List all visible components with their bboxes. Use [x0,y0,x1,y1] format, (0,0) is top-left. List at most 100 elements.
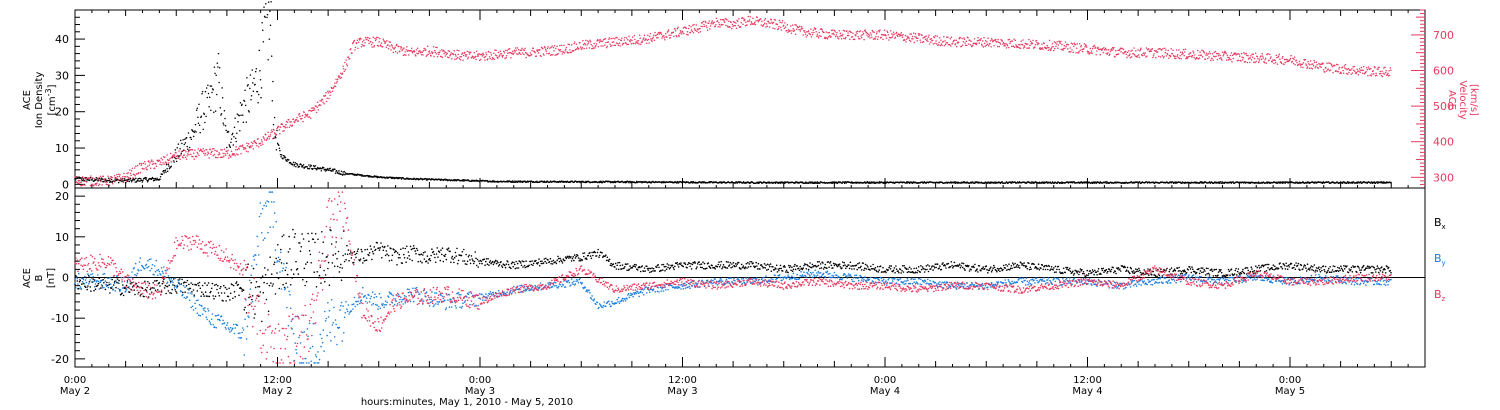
velocity-point [387,44,389,46]
velocity-point [304,113,307,115]
velocity-point [1238,55,1241,57]
velocity-tick-label: 400 [1433,136,1454,149]
velocity-point [1178,57,1181,60]
velocity-point [1367,74,1369,77]
velocity-point [699,27,701,30]
density-point [228,144,230,146]
velocity-point [1119,48,1121,51]
velocity-point [1004,45,1006,47]
bx-point [81,283,83,286]
velocity-point [1208,50,1211,53]
velocity-point [144,163,147,165]
bx-point [291,277,294,279]
velocity-point [935,40,937,42]
bx-point [284,269,287,272]
velocity-point [441,56,444,59]
velocity-point [221,156,224,158]
velocity-point [919,39,921,41]
bx-point [274,293,277,295]
density-point [511,180,514,182]
velocity-point [1171,52,1174,55]
velocity-point [784,22,786,24]
velocity-point [1047,49,1050,51]
velocity-point [729,26,731,28]
velocity-point [321,98,324,101]
velocity-point [660,33,663,35]
density-point [139,177,142,180]
bx-point [372,252,375,255]
density-point [288,159,290,161]
velocity-point [495,49,497,52]
velocity-point [1159,56,1162,58]
velocity-point [171,157,173,159]
bx-point [373,246,376,248]
velocity-point [296,116,298,119]
density-point [584,181,587,184]
velocity-point [672,31,675,33]
velocity-point [1181,51,1184,54]
bx-point [231,283,233,286]
density-point [337,172,340,175]
velocity-point [648,42,650,44]
velocity-point [81,176,84,178]
velocity-point [559,49,562,51]
velocity-point [650,38,652,40]
density-point [194,130,196,132]
velocity-point [787,31,789,34]
velocity-point [515,49,517,52]
density-point [337,171,339,173]
bx-point [175,290,177,293]
velocity-point [263,138,266,141]
velocity-point [302,120,304,123]
velocity-point [138,171,140,174]
velocity-point [731,27,733,30]
velocity-point [950,36,953,38]
velocity-point [803,29,806,32]
velocity-point [244,147,247,150]
velocity-point [1246,61,1249,64]
density-label-line2: Ion Density [34,72,45,129]
velocity-point [622,42,625,45]
density-point [177,143,180,145]
velocity-point [344,61,346,64]
velocity-point [545,50,548,52]
velocity-point [850,31,852,34]
velocity-point [811,31,813,34]
velocity-point [477,55,480,57]
bx-point [267,269,269,271]
velocity-point [155,165,158,167]
velocity-point [1289,59,1291,61]
velocity-point [1316,63,1318,66]
velocity-point [1022,47,1025,49]
velocity-point [760,24,763,26]
velocity-point [1282,55,1284,58]
velocity-point [1137,49,1139,51]
bx-point [146,286,148,289]
bx-point [78,280,81,283]
velocity-point [455,58,458,60]
velocity-point [342,65,344,68]
bx-point [332,254,335,256]
density-tick-label: 10 [55,142,69,155]
density-point [325,168,327,171]
velocity-point [663,35,665,37]
velocity-point [868,33,870,36]
velocity-point [741,16,744,19]
bx-point [353,251,356,253]
velocity-point [1251,56,1254,58]
velocity-point [261,141,263,143]
velocity-point [185,150,187,153]
velocity-point [316,106,318,108]
velocity-point [268,137,271,140]
b-tick-label: -10 [51,312,69,325]
velocity-point [203,149,206,152]
velocity-point [668,34,670,37]
bx-point [162,280,164,283]
velocity-point [828,31,830,34]
velocity-point [719,18,722,21]
velocity-point [1358,70,1360,72]
velocity-point [397,45,400,48]
velocity-point [1211,52,1214,55]
velocity-point [800,25,803,28]
velocity-point [1371,73,1373,75]
